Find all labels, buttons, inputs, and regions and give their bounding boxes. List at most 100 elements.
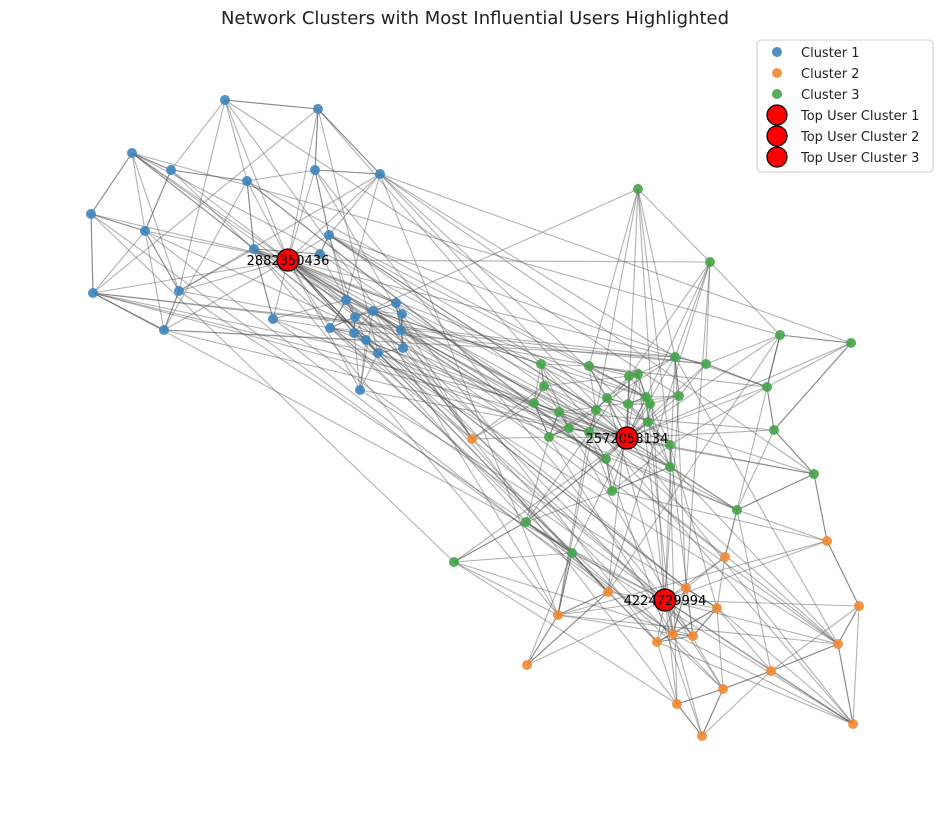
edge-419	[345, 299, 724, 690]
edge-384	[178, 99, 226, 292]
edge-352	[557, 614, 674, 635]
edge-427	[163, 329, 570, 429]
cluster-1-node	[140, 226, 150, 236]
edge-366	[90, 213, 455, 563]
edge-323	[379, 173, 671, 446]
edge-364	[224, 99, 473, 440]
edge-4	[246, 180, 289, 261]
edge-35	[557, 599, 666, 616]
edge-102	[90, 152, 133, 215]
edge-215	[676, 703, 703, 737]
legend-marker-5	[766, 125, 788, 147]
edge-437	[354, 316, 609, 593]
edge-422	[131, 152, 687, 589]
edge-339	[92, 292, 535, 404]
edge-221	[709, 261, 781, 336]
edge-208	[701, 688, 724, 737]
cluster-1-node	[355, 385, 365, 395]
edge-474	[606, 397, 666, 601]
edge-378	[319, 253, 590, 433]
edge-406	[558, 411, 775, 431]
top-user-cluster-2-label: 4224729994	[624, 594, 707, 609]
edge-165	[471, 436, 550, 440]
edge-205	[716, 607, 772, 672]
edge-451	[329, 327, 473, 440]
edge-291	[647, 421, 671, 446]
edge-240	[678, 363, 707, 397]
edge-176	[571, 552, 609, 593]
cluster-1-node	[375, 169, 385, 179]
top-user-cluster-1-label: 2882350436	[247, 254, 330, 269]
edge-169	[716, 556, 726, 609]
edge-228	[766, 342, 852, 388]
edge-361	[354, 316, 687, 589]
edge-190	[672, 587, 687, 635]
cluster-1-node	[313, 104, 323, 114]
edge-363	[400, 329, 738, 511]
edge-303	[813, 473, 828, 542]
edge-324	[607, 261, 711, 593]
cluster-1-node	[166, 165, 176, 175]
edge-1	[287, 108, 319, 261]
edge-458	[287, 259, 658, 643]
cluster-3-node	[449, 557, 459, 567]
edge-388	[224, 99, 680, 397]
edge-233	[588, 365, 608, 399]
legend-marker-2	[772, 68, 782, 78]
edge-457	[736, 334, 781, 511]
edge-302	[773, 429, 815, 475]
edge-34	[664, 599, 860, 607]
edge-375	[131, 152, 180, 292]
edge-180	[685, 587, 718, 609]
edge-330	[163, 180, 248, 331]
cluster-3-node	[670, 352, 680, 362]
cluster-2-node	[553, 610, 563, 620]
edge-218	[637, 188, 711, 263]
edge-421	[736, 509, 772, 672]
edge-478	[253, 248, 628, 439]
edge-177	[557, 591, 609, 616]
edge-441	[329, 327, 724, 690]
edge-123	[92, 292, 165, 331]
edge-193	[692, 607, 718, 637]
cluster-3-node	[775, 330, 785, 340]
edge-333	[272, 318, 738, 511]
edge-234	[588, 365, 630, 377]
edge-236	[674, 356, 707, 365]
cluster-3-node	[584, 361, 594, 371]
edge-383	[328, 234, 597, 411]
edge-239	[674, 356, 707, 365]
edge-81	[170, 99, 226, 171]
edge-50	[540, 363, 628, 439]
edge-52	[626, 356, 676, 439]
edge-414	[669, 386, 768, 446]
cluster-3-node	[602, 393, 612, 403]
edge-198	[770, 643, 839, 672]
cluster-1-node	[88, 288, 98, 298]
edge-168	[685, 556, 726, 589]
edge-313	[525, 436, 550, 523]
edge-80	[224, 99, 248, 182]
cluster-1-node	[325, 323, 335, 333]
edge-22	[287, 259, 331, 329]
cluster-2-node	[848, 719, 858, 729]
edge-201	[526, 591, 609, 666]
edge-27	[287, 259, 361, 391]
node-layer	[86, 95, 864, 741]
legend-label-4: Top User Cluster 1	[800, 109, 919, 124]
edge-229	[773, 342, 852, 431]
edge-450	[525, 261, 711, 523]
edge-211	[656, 641, 678, 705]
edge-96	[314, 169, 381, 175]
edge-415	[246, 180, 726, 558]
cluster-3-node	[544, 432, 554, 442]
edge-106	[144, 230, 180, 292]
edge-399	[716, 607, 724, 690]
edge-212	[837, 643, 854, 725]
edge-467	[314, 169, 666, 601]
edge-183	[826, 540, 860, 607]
edge-23	[287, 259, 355, 334]
edge-409	[379, 173, 559, 616]
edge-335	[329, 327, 707, 365]
cluster-3-node	[591, 405, 601, 415]
